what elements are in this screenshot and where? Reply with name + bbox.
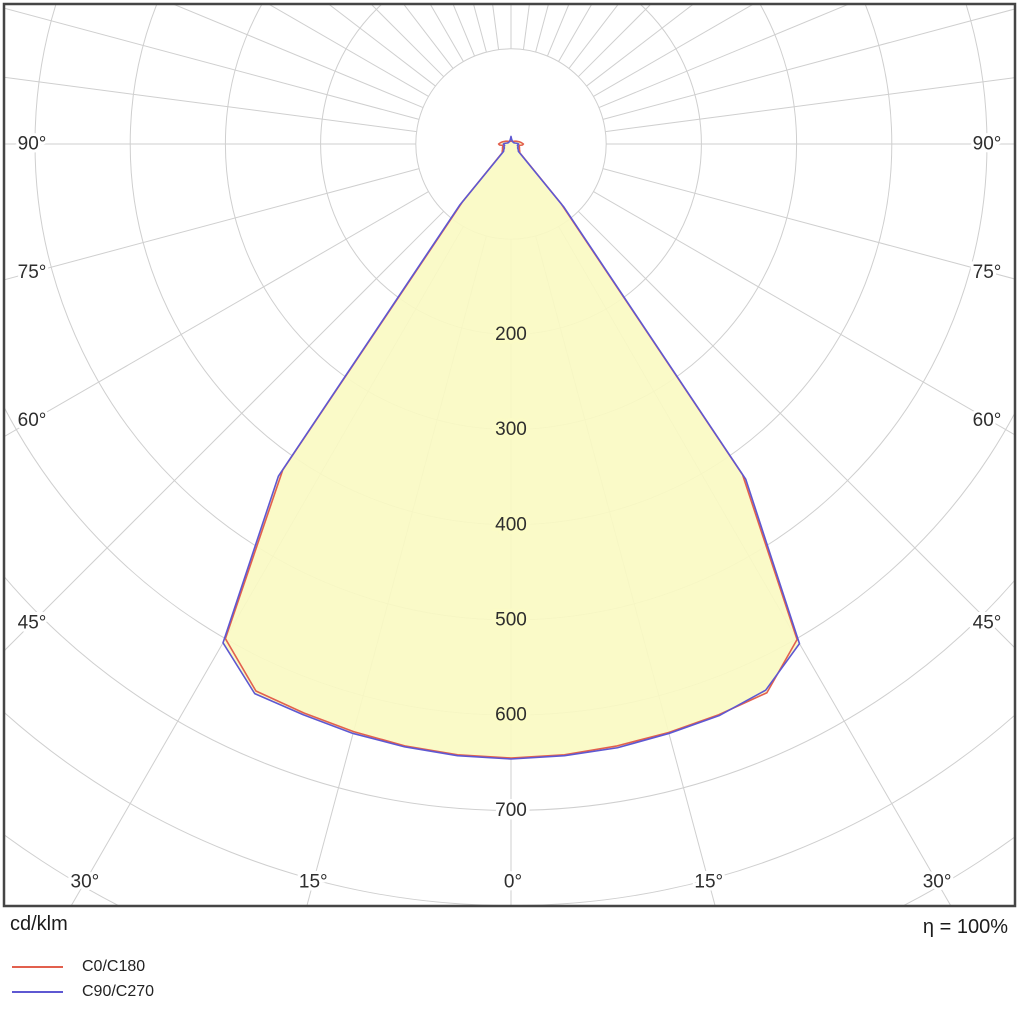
plot-border bbox=[2, 2, 1017, 908]
grid-ray-135 bbox=[577, 4, 652, 78]
angle-label-60: 60° bbox=[18, 410, 47, 431]
grid-ray-112.5 bbox=[598, 4, 851, 109]
grid-ray-150 bbox=[429, 4, 464, 62]
angle-label-45: 45° bbox=[973, 613, 1002, 634]
legend-label-c0-c180: C0/C180 bbox=[82, 957, 146, 975]
angle-label-90: 90° bbox=[18, 134, 47, 155]
grid-ray-105 bbox=[602, 8, 1015, 120]
legend-item-c90-c270: C90/C270 bbox=[12, 979, 154, 1004]
angle-label-60: 60° bbox=[973, 410, 1002, 431]
angle-label-30: 30° bbox=[923, 872, 952, 893]
grid-ray-165 bbox=[472, 4, 487, 53]
angle-label-15: 15° bbox=[299, 872, 328, 893]
grid-ray-97.5 bbox=[4, 76, 417, 133]
curve-c0-c180 bbox=[224, 140, 798, 759]
grid-ray-135 bbox=[370, 4, 445, 78]
angle-label-15: 15° bbox=[694, 872, 723, 893]
grid-ray-127.5 bbox=[586, 4, 695, 87]
angle-tick-labels: 0° 15° 15° 30° 30° 45° 45° 60° 60° 75° 75° 90° 90° bbox=[15, 131, 1005, 896]
curve-c90-c270 bbox=[222, 135, 801, 760]
grid-ray-45 bbox=[577, 210, 1015, 649]
grid-ray-157.5 bbox=[546, 4, 570, 57]
grid-ray-60 bbox=[593, 191, 1015, 436]
grid-ray-105 bbox=[4, 7, 420, 120]
efficiency-label: η = 100% bbox=[922, 916, 1008, 938]
legend: C0/C180 C90/C270 bbox=[12, 954, 154, 1004]
radial-tick-label-500: 500 bbox=[495, 610, 527, 631]
grid-ray-97.5 bbox=[605, 77, 1015, 133]
grid-ray-142.5 bbox=[568, 4, 620, 69]
grid-ray-112.5 bbox=[171, 4, 424, 109]
legend-item-c0-c180: C0/C180 bbox=[12, 954, 154, 979]
distribution-curves bbox=[222, 135, 801, 760]
legend-line-c0-c180 bbox=[12, 965, 63, 968]
polar-diagram: 200 300 400 500 600 700 0° 15° 15° 30° 30° 45° 45° 6… bbox=[2, 2, 1017, 908]
radial-tick-label-400: 400 bbox=[495, 514, 527, 535]
grid-ray-120 bbox=[593, 4, 755, 97]
angle-label-90: 90° bbox=[973, 134, 1002, 155]
grid-ray-60 bbox=[4, 191, 429, 438]
distribution-fill bbox=[223, 136, 800, 759]
grid-ray-127.5 bbox=[327, 4, 436, 87]
radial-tick-labels: 200 300 400 500 600 700 bbox=[492, 320, 531, 824]
angle-label-45: 45° bbox=[18, 613, 47, 634]
radial-tick-label-700: 700 bbox=[495, 800, 527, 821]
unit-label: cd/klm bbox=[10, 913, 68, 935]
radial-tick-label-300: 300 bbox=[495, 419, 527, 440]
grid-ray-45 bbox=[4, 210, 445, 652]
angle-label-30: 30° bbox=[71, 872, 100, 893]
grid-ray-120 bbox=[267, 4, 429, 97]
grid-ray-165 bbox=[535, 4, 550, 53]
radial-tick-label-200: 200 bbox=[495, 324, 527, 345]
angle-label-0: 0° bbox=[504, 872, 522, 893]
grid-ray-75 bbox=[602, 168, 1015, 280]
grid-ray-75 bbox=[4, 168, 420, 281]
radial-tick-label-600: 600 bbox=[495, 705, 527, 726]
angle-label-75: 75° bbox=[973, 262, 1002, 283]
grid-ray-150 bbox=[558, 4, 593, 62]
angle-label-75: 75° bbox=[18, 262, 47, 283]
legend-line-c90-c270 bbox=[12, 990, 63, 993]
grid-ray-157.5 bbox=[452, 4, 476, 57]
grid-ray-142.5 bbox=[402, 4, 454, 69]
legend-label-c90-c270: C90/C270 bbox=[82, 982, 155, 1000]
